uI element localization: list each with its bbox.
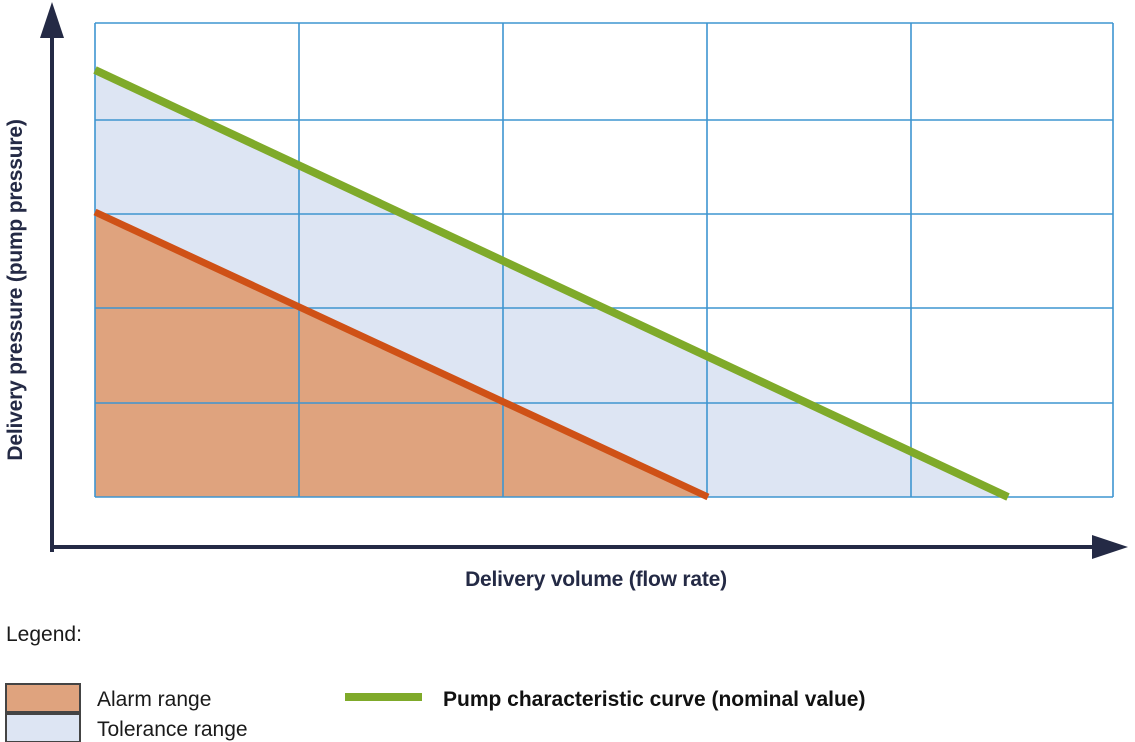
x-axis: [50, 535, 1128, 559]
legend-label-alarm-range: Alarm range: [97, 688, 211, 711]
legend-item-pump-curve: Pump characteristic curve (nominal value…: [345, 688, 865, 711]
legend-item-tolerance-range: Tolerance range: [5, 713, 248, 742]
y-axis: [40, 2, 64, 552]
legend-swatch-tolerance-range: [5, 713, 81, 742]
y-axis-arrow-icon: [40, 2, 64, 38]
x-axis-arrow-icon: [1092, 535, 1128, 559]
pump-characteristic-curve: [93, 66, 1010, 501]
alarm-range-line: [93, 208, 710, 501]
legend-label-pump-curve: Pump characteristic curve (nominal value…: [443, 688, 865, 711]
y-axis-title: Delivery pressure (pump pressure): [4, 119, 27, 460]
legend-label-tolerance-range: Tolerance range: [97, 718, 248, 741]
horizontal-gridlines: [95, 22, 1113, 498]
x-axis-title: Delivery volume (flow rate): [465, 568, 727, 591]
legend-item-alarm-range: Alarm range: [5, 683, 211, 713]
legend-heading: Legend:: [6, 623, 82, 646]
legend-swatch-alarm-range: [5, 683, 81, 713]
vertical-gridlines: [94, 23, 1114, 497]
